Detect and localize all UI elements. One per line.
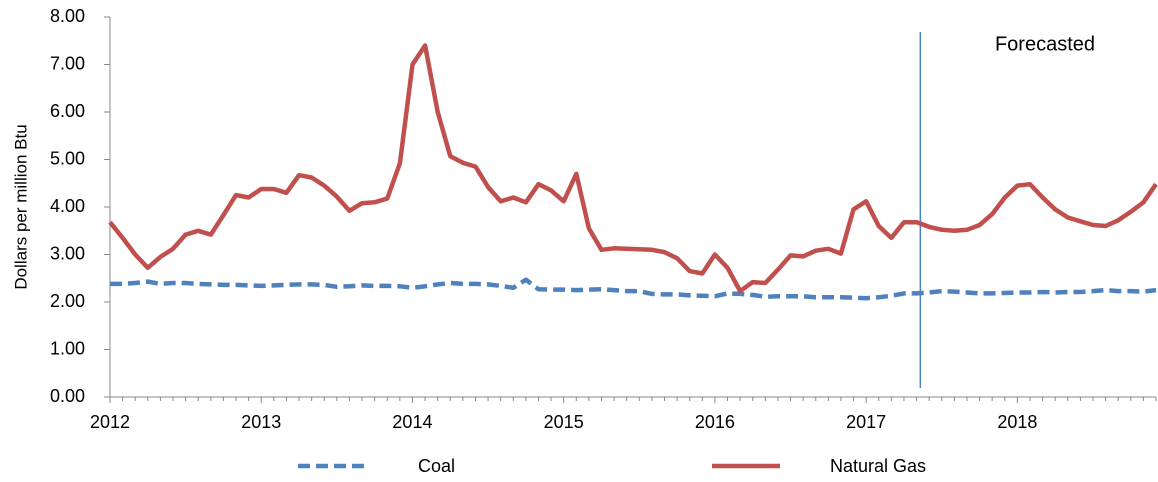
x-tick-label: 2018	[997, 412, 1037, 432]
x-tick-label: 2014	[392, 412, 432, 432]
x-tick-label: 2016	[695, 412, 735, 432]
y-tick-label: 7.00	[50, 53, 85, 73]
y-axis-label: Dollars per million Btu	[11, 124, 30, 289]
series-line	[108, 43, 1158, 294]
x-tick-label: 2015	[544, 412, 584, 432]
series-line	[110, 277, 1157, 301]
legend-label: Natural Gas	[830, 456, 926, 476]
y-tick-label: 0.00	[50, 386, 85, 406]
y-tick-label: 1.00	[50, 338, 85, 358]
y-tick-label: 4.00	[50, 196, 85, 216]
x-tick-label: 2013	[241, 412, 281, 432]
y-tick-label: 5.00	[50, 148, 85, 168]
y-tick-label: 3.00	[50, 243, 85, 263]
annotation: Forecasted	[995, 33, 1095, 55]
x-tick-label: 2017	[846, 412, 886, 432]
legend-label: Coal	[418, 456, 455, 476]
x-tick-label: 2012	[90, 412, 130, 432]
y-tick-label: 8.00	[50, 6, 85, 26]
y-tick-label: 2.00	[50, 291, 85, 311]
y-tick-label: 6.00	[50, 101, 85, 121]
